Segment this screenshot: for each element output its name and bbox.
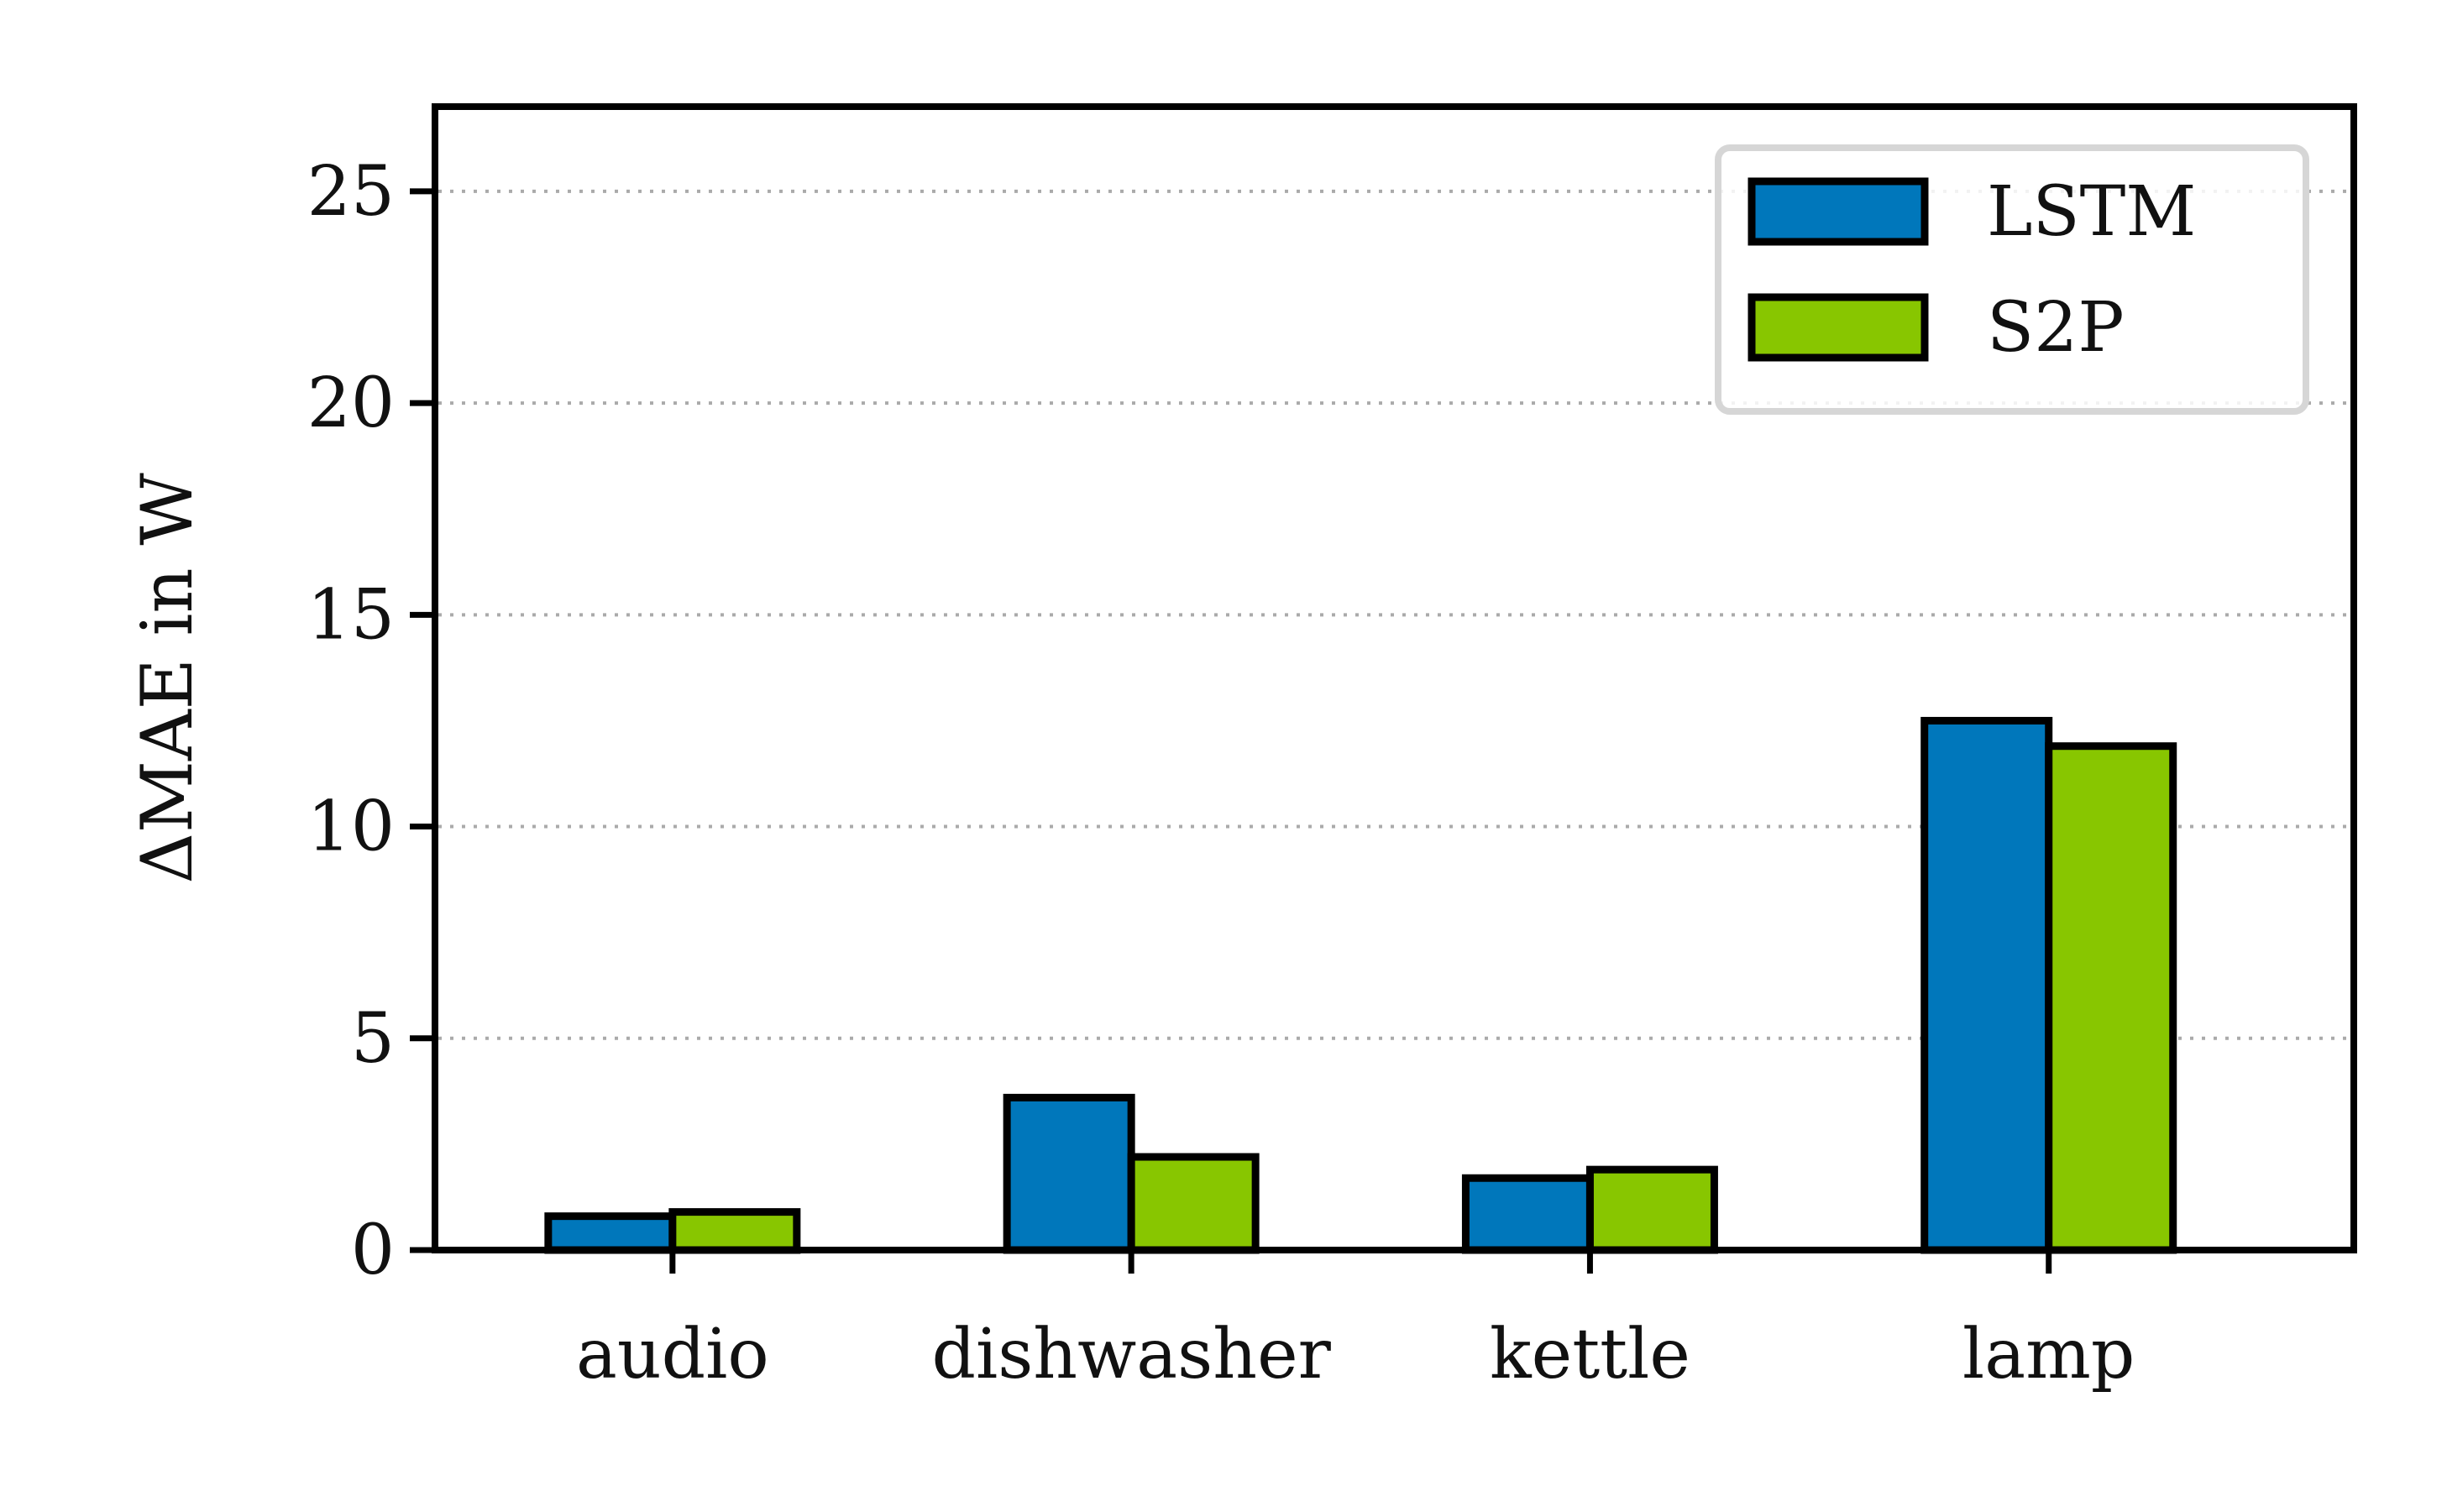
grid-lines [438,189,2350,1040]
bars [544,716,2177,1254]
plot-frame [432,103,2357,1253]
bar-s2p-audio [668,1208,801,1254]
y-tick-label: 0 [351,1211,395,1290]
legend-swatch-lstm [1747,177,1929,246]
axis-ticks: 0 5 10 15 20 25 audio dishwasher kettle lamp [307,152,2135,1394]
x-tick-label-audio: audio [576,1315,769,1394]
bar-lstm-audio [544,1212,677,1254]
x-tick-label-kettle: kettle [1490,1315,1690,1394]
legend-label-lstm: LSTM [1987,172,2196,252]
bar-lstm-lamp [1920,716,2053,1254]
y-tick-label: 20 [307,364,395,443]
legend-swatch-s2p [1747,293,1929,362]
bar-s2p-kettle [1585,1165,1718,1254]
y-tick-label: 25 [307,152,395,232]
y-tick-label: 15 [307,575,395,655]
bar-s2p-dishwasher [1127,1153,1260,1254]
legend: LSTM S2P [1715,144,2309,415]
x-tick-label-lamp: lamp [1962,1315,2135,1394]
y-axis-label: ΔMAE in W [126,473,208,884]
legend-label-s2p: S2P [1987,288,2125,368]
y-tick-label: 10 [307,787,395,867]
x-tick-label-dishwasher: dishwasher [931,1315,1331,1394]
bar-s2p-lamp [2045,742,2177,1254]
y-tick-label: 5 [351,999,395,1079]
bar-lstm-dishwasher [1003,1093,1135,1254]
bar-lstm-kettle [1461,1174,1594,1254]
